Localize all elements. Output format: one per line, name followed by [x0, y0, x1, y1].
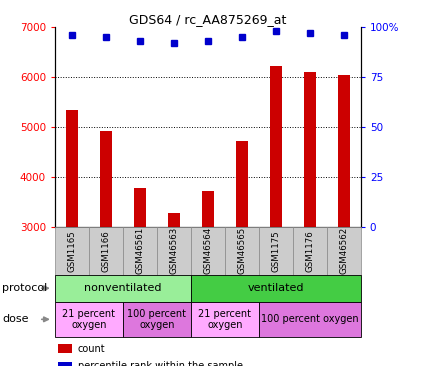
Bar	[123, 227, 157, 274]
Text: nonventilated: nonventilated	[84, 283, 162, 293]
Bar	[89, 227, 123, 274]
Title: GDS64 / rc_AA875269_at: GDS64 / rc_AA875269_at	[129, 13, 286, 26]
Bar	[168, 213, 180, 227]
Bar	[304, 72, 316, 227]
Bar	[270, 66, 282, 227]
Text: GSM1176: GSM1176	[305, 230, 314, 272]
Bar	[259, 302, 361, 337]
Text: 100 percent
oxygen: 100 percent oxygen	[128, 309, 187, 330]
Text: GSM46565: GSM46565	[237, 227, 246, 274]
Bar	[55, 302, 123, 337]
Bar	[134, 188, 146, 227]
Text: 21 percent
oxygen: 21 percent oxygen	[198, 309, 251, 330]
Bar	[157, 227, 191, 274]
Text: 100 percent oxygen: 100 percent oxygen	[261, 314, 359, 324]
Bar	[55, 227, 89, 274]
Text: GSM1166: GSM1166	[102, 230, 110, 272]
Bar	[191, 274, 361, 302]
Text: GSM46563: GSM46563	[169, 227, 179, 274]
Bar	[236, 141, 248, 227]
Text: GSM46562: GSM46562	[339, 227, 348, 274]
Text: GSM46561: GSM46561	[136, 227, 144, 274]
Text: GSM1175: GSM1175	[271, 230, 280, 272]
Text: GSM1165: GSM1165	[67, 230, 77, 272]
Bar	[293, 227, 327, 274]
Bar	[100, 131, 112, 227]
Bar	[327, 227, 361, 274]
Bar	[123, 302, 191, 337]
Text: ventilated: ventilated	[248, 283, 304, 293]
Bar	[58, 362, 72, 366]
Text: protocol: protocol	[2, 283, 48, 293]
Text: count: count	[78, 344, 106, 354]
Bar	[202, 191, 214, 227]
Bar	[338, 75, 350, 227]
Text: GSM46564: GSM46564	[203, 227, 213, 274]
Bar	[259, 227, 293, 274]
Bar	[66, 110, 78, 227]
Text: 21 percent
oxygen: 21 percent oxygen	[62, 309, 115, 330]
Bar	[225, 227, 259, 274]
Bar	[191, 302, 259, 337]
Text: dose: dose	[2, 314, 29, 324]
Bar	[58, 344, 72, 353]
Text: percentile rank within the sample: percentile rank within the sample	[78, 361, 243, 366]
Bar	[191, 227, 225, 274]
Bar	[55, 274, 191, 302]
